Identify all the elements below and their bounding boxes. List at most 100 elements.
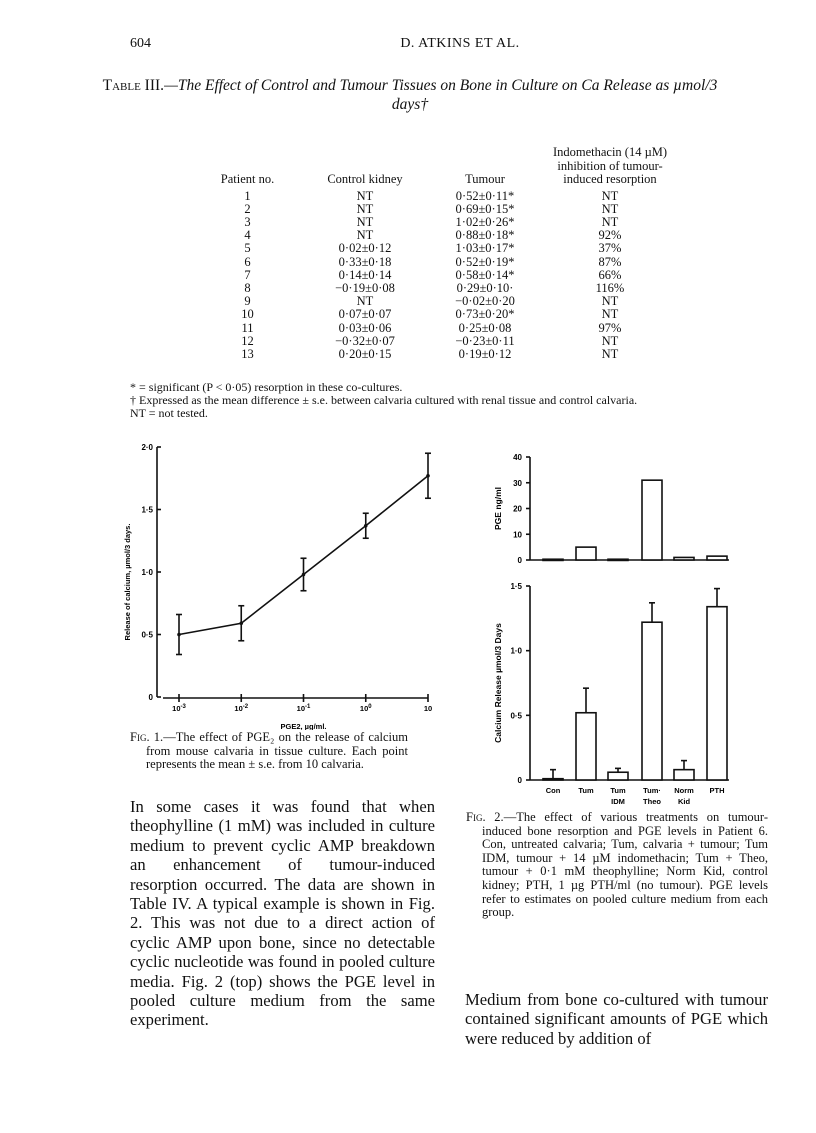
bar bbox=[542, 777, 564, 781]
bar bbox=[706, 555, 728, 561]
table-row: 5 0·02±0·12 1·03±0·17* 37% bbox=[190, 242, 675, 255]
table-row: 2 NT 0·69±0·15* NT bbox=[190, 201, 675, 216]
x-tick-label: 10-1 bbox=[297, 704, 311, 713]
table-cell: 9 bbox=[244, 294, 251, 309]
table-footnotes: * = significant (P < 0·05) resorption in… bbox=[130, 381, 810, 420]
column-header: Tumour bbox=[465, 172, 505, 186]
table-cell: 116% bbox=[595, 280, 625, 295]
y-axis-label: Calcium Release µmol/3 Days bbox=[493, 623, 503, 743]
table-row: 10 0·07±0·07 0·73±0·20* NT bbox=[190, 308, 675, 321]
table-cell: 0·03±0·06 bbox=[338, 320, 392, 335]
figure-1-chart: 0 0·5 1·0 1·5 2·0 10-3 10-2 10-1 100 10 PGE2, µg/m… bbox=[123, 443, 432, 730]
footnote: * = significant (P < 0·05) resorption in… bbox=[130, 380, 403, 394]
table-cell: 0·58±0·14* bbox=[455, 267, 515, 282]
bar bbox=[542, 558, 564, 562]
x-tick-label: 10-3 bbox=[172, 704, 186, 713]
table-cell: NT bbox=[601, 346, 619, 361]
footnote: † Expressed as the mean difference ± s.e… bbox=[130, 393, 638, 407]
table-row: 8 −0·19±0·08 0·29±0·10· 116% bbox=[190, 280, 675, 295]
table-cell: 1·02±0·26* bbox=[455, 214, 515, 229]
bar bbox=[575, 546, 597, 561]
table-row: 9 NT −0·02±0·20 NT bbox=[190, 294, 675, 309]
category-label: Kid bbox=[678, 797, 691, 806]
table-label: Table III. bbox=[102, 77, 165, 94]
table-cell: −0·23±0·11 bbox=[455, 333, 515, 348]
y-tick-label: 2·0 bbox=[141, 443, 153, 452]
table-cell: 6 bbox=[244, 254, 251, 269]
table-cell: 0·29±0·10· bbox=[456, 280, 514, 295]
caption-text: —The effect of PGE₂ on the release of ca… bbox=[146, 730, 408, 772]
category-label: Con bbox=[546, 786, 561, 795]
y-tick-label: 10 bbox=[513, 530, 522, 539]
table-cell: NT bbox=[601, 307, 619, 322]
caption-text: —The effect of various treatments on tum… bbox=[482, 810, 768, 920]
table-cell: NT bbox=[356, 294, 374, 309]
table-cell: 7 bbox=[244, 267, 251, 282]
table-cell: 0·73±0·20* bbox=[455, 307, 515, 322]
table-cell: 97% bbox=[598, 320, 622, 335]
bar bbox=[673, 556, 695, 561]
bar bbox=[641, 479, 663, 561]
category-label: Tum bbox=[610, 786, 626, 795]
table-cell: 3 bbox=[244, 214, 251, 229]
y-tick-label: 1·5 bbox=[141, 506, 153, 515]
data-line bbox=[178, 475, 429, 636]
table-cell: 0·19±0·12 bbox=[458, 346, 512, 361]
table-cell: −0·02±0·20 bbox=[455, 294, 515, 309]
y-tick-label: 20 bbox=[513, 505, 522, 514]
data-point bbox=[363, 523, 368, 528]
table-cell: 10 bbox=[241, 307, 254, 322]
table-cell: 92% bbox=[598, 228, 622, 243]
bar bbox=[575, 711, 597, 781]
table-cell: 0·07±0·07 bbox=[338, 307, 392, 322]
table-row: 4 NT 0·88±0·18* 92% bbox=[190, 228, 675, 243]
category-label: Tum· bbox=[643, 786, 661, 795]
data-point bbox=[177, 632, 181, 637]
bar bbox=[607, 771, 629, 781]
figure-2-caption: Fig. 2.—The effect of various treatments… bbox=[466, 810, 768, 920]
table-row: 13 0·20±0·15 0·19±0·12 NT bbox=[190, 346, 675, 361]
y-tick-label: 0 bbox=[518, 556, 523, 565]
table-cell: 0·52±0·19* bbox=[455, 254, 515, 269]
category-label: Theo bbox=[643, 797, 661, 806]
table-cell: NT bbox=[356, 201, 374, 216]
table-cell: −0·19±0·08 bbox=[335, 280, 395, 295]
table-cell: NT bbox=[356, 228, 374, 243]
category-label: Norm bbox=[674, 786, 694, 795]
table-cell: 0·20±0·15 bbox=[338, 346, 392, 361]
table-cell: 0·52±0·11* bbox=[455, 188, 515, 203]
x-axis-label: PGE2, µg/ml. bbox=[281, 722, 327, 730]
table-cell: 0·14±0·14 bbox=[338, 267, 392, 282]
table-title: Table III.—The Effect of Control and Tum… bbox=[100, 76, 720, 114]
y-axis-label: PGE ng/ml bbox=[493, 487, 503, 530]
table-cell: 0·69±0·15* bbox=[455, 201, 515, 216]
table-cell: 13 bbox=[241, 346, 254, 361]
category-label: PTH bbox=[710, 786, 725, 795]
table-cell: 0·88±0·18* bbox=[455, 228, 515, 243]
running-head: D. ATKINS ET AL. bbox=[400, 36, 520, 51]
table-cell: 1·03±0·17* bbox=[455, 241, 515, 256]
table-cell: NT bbox=[601, 294, 619, 309]
table-cell: 0·25±0·08 bbox=[458, 320, 512, 335]
y-tick-label: 0·5 bbox=[141, 631, 153, 640]
y-tick-label: 0 bbox=[149, 693, 154, 702]
x-tick-label: 10-2 bbox=[234, 704, 248, 713]
y-tick-label: 1·5 bbox=[510, 582, 522, 591]
table-cell: −0·32±0·07 bbox=[335, 333, 395, 348]
body-text-left: In some cases it was found that when the… bbox=[130, 797, 435, 1030]
x-tick-label: 100 bbox=[360, 704, 372, 713]
figure-2-chart: 0 10 20 30 40 PGE ng/ml 0 0·5 1·0 1·5 Calcium Rele… bbox=[493, 453, 729, 806]
table-cell: NT bbox=[601, 333, 619, 348]
table-row: 1 NT 0·52±0·11* NT bbox=[190, 188, 675, 203]
data-point bbox=[301, 572, 306, 577]
table-cell: 0·33±0·18 bbox=[338, 254, 392, 269]
bar bbox=[706, 605, 728, 781]
table-cell: 37% bbox=[598, 241, 622, 256]
table-cell: 12 bbox=[241, 333, 254, 348]
table-row: 6 0·33±0·18 0·52±0·19* 87% bbox=[190, 254, 675, 269]
y-tick-label: 0 bbox=[518, 776, 523, 785]
body-text-right: Medium from bone co-cultured with tumour… bbox=[465, 990, 768, 1048]
table-cell: 66% bbox=[598, 267, 622, 282]
table-cell: 2 bbox=[244, 201, 251, 216]
figure-1-caption: Fig. 1.—The effect of PGE₂ on the releas… bbox=[130, 730, 408, 772]
